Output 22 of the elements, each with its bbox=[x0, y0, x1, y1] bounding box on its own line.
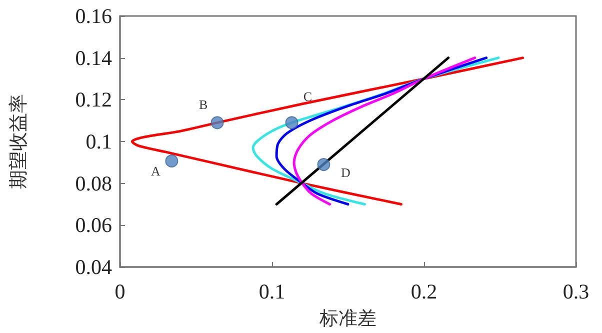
y-tick-label: 0.04 bbox=[75, 255, 112, 279]
x-tick-label: 0.3 bbox=[562, 280, 590, 304]
point bbox=[165, 154, 178, 168]
annotation: B bbox=[198, 97, 208, 112]
y-tick-label: 0.12 bbox=[75, 88, 112, 112]
y-tick-label: 0.14 bbox=[75, 46, 112, 70]
x-tick-label: 0.2 bbox=[410, 280, 438, 304]
annotation: C bbox=[303, 89, 312, 104]
y-axis-title: 期望收益率 bbox=[8, 94, 30, 189]
line-series bbox=[130, 56, 524, 206]
y-tick-label: 0.1 bbox=[86, 130, 112, 154]
annotation: D bbox=[340, 165, 350, 180]
y-tick-label: 0.08 bbox=[75, 171, 112, 196]
point bbox=[285, 116, 298, 130]
annotation: A bbox=[150, 163, 161, 178]
x-tick-label: 0 bbox=[114, 280, 126, 304]
point bbox=[317, 158, 330, 172]
y-tick-label: 0.16 bbox=[75, 4, 112, 28]
x-tick-label: 0.1 bbox=[258, 280, 286, 304]
y-tick-label: 0.06 bbox=[75, 213, 112, 238]
point bbox=[210, 116, 224, 130]
x-axis-title: 标准差 bbox=[318, 308, 376, 330]
